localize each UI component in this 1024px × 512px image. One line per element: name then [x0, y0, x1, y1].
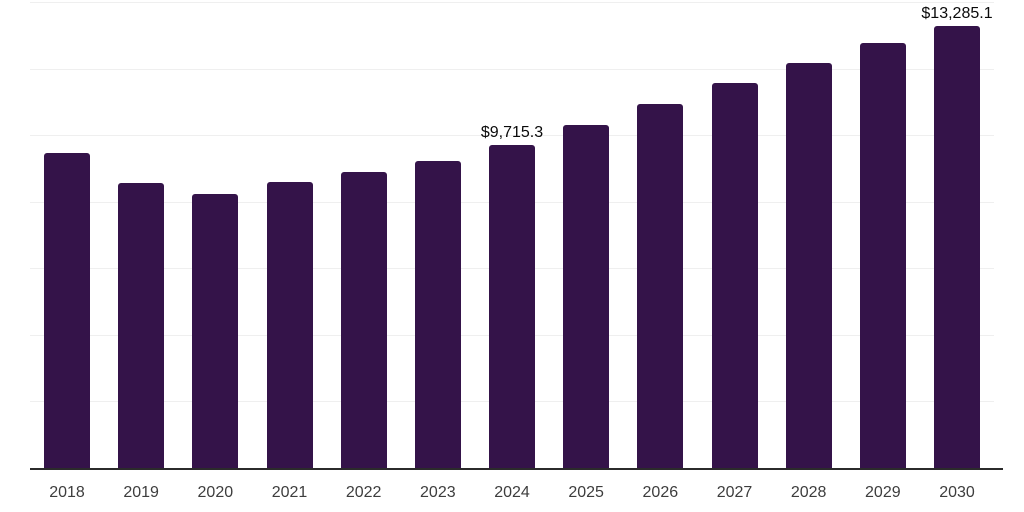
bar-2028 — [785, 63, 832, 468]
x-tick-2021: 2021 — [271, 484, 308, 501]
x-tick-2024: 2024 — [494, 484, 530, 501]
x-tick-2025: 2025 — [568, 484, 604, 501]
bar-2018 — [44, 153, 90, 468]
x-tick-2030: 2030 — [939, 484, 975, 501]
bar-2019 — [118, 182, 165, 468]
gridline — [30, 135, 994, 137]
bar-2025 — [563, 125, 610, 468]
bar-2024 — [489, 144, 535, 468]
gridline — [30, 2, 994, 4]
bar-2030 — [934, 26, 980, 468]
bar-2029 — [859, 43, 906, 468]
x-axis-line — [30, 468, 1003, 470]
bar-2022 — [340, 171, 387, 468]
value-label-2030: $13,285.1 — [921, 5, 993, 23]
bar-2020 — [192, 194, 239, 468]
x-tick-2019: 2019 — [123, 484, 159, 501]
x-tick-2026: 2026 — [642, 484, 679, 501]
x-tick-2029: 2029 — [865, 484, 901, 501]
x-tick-2022: 2022 — [345, 484, 382, 501]
x-tick-2027: 2027 — [716, 484, 753, 501]
bar-2027 — [711, 82, 758, 468]
x-tick-2023: 2023 — [420, 484, 456, 501]
bar-2023 — [414, 160, 461, 468]
value-label-2024: $9,715.3 — [480, 123, 544, 141]
x-tick-2028: 2028 — [790, 484, 827, 501]
bar-2021 — [266, 182, 313, 468]
x-tick-2020: 2020 — [197, 484, 234, 501]
bar-2026 — [637, 104, 684, 468]
x-tick-2018: 2018 — [49, 484, 85, 501]
gridline — [30, 68, 994, 70]
